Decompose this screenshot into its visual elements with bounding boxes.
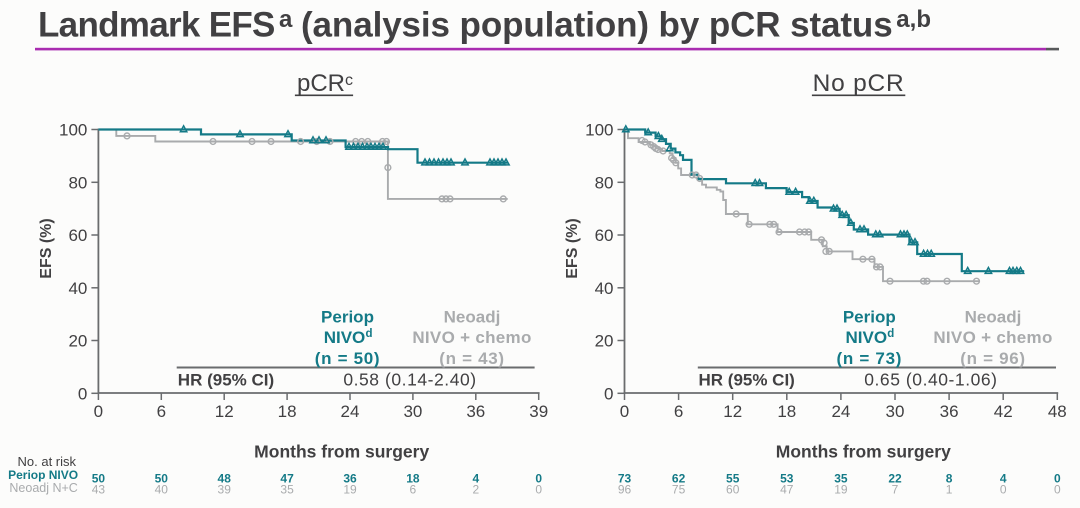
svg-text:47: 47: [280, 472, 294, 486]
svg-text:0.58 (0.14-2.40): 0.58 (0.14-2.40): [343, 370, 476, 390]
svg-text:24: 24: [831, 402, 850, 421]
svg-text:36: 36: [343, 472, 357, 486]
svg-text:pCR: pCR: [297, 70, 345, 97]
svg-text:NIVO: NIVO: [846, 328, 888, 347]
svg-text:NIVO + chemo: NIVO + chemo: [412, 328, 531, 347]
svg-text:30: 30: [403, 402, 422, 421]
svg-text:0: 0: [535, 483, 542, 497]
svg-text:47: 47: [780, 483, 794, 497]
svg-text:36: 36: [466, 402, 485, 421]
svg-text:0: 0: [1054, 472, 1061, 486]
svg-text:6: 6: [674, 402, 683, 421]
svg-text:EFS (%): EFS (%): [38, 218, 55, 278]
svg-text:53: 53: [780, 472, 794, 486]
svg-text:100: 100: [59, 121, 87, 140]
svg-text:No. at risk: No. at risk: [18, 454, 77, 469]
svg-text:60: 60: [595, 226, 614, 245]
svg-text:Periop: Periop: [321, 308, 374, 327]
svg-text:8: 8: [946, 472, 953, 486]
svg-text:50: 50: [92, 472, 106, 486]
svg-text:HR (95% CI): HR (95% CI): [178, 371, 274, 390]
svg-text:42: 42: [994, 402, 1013, 421]
svg-text:0.65 (0.40-1.06): 0.65 (0.40-1.06): [864, 370, 997, 390]
svg-text:Months from surgery: Months from surgery: [776, 442, 951, 462]
svg-text:(n = 73): (n = 73): [837, 349, 903, 368]
svg-text:Months from surgery: Months from surgery: [254, 442, 429, 462]
svg-text:6: 6: [410, 483, 417, 497]
svg-text:12: 12: [215, 402, 234, 421]
svg-text:d: d: [366, 328, 373, 340]
svg-text:18: 18: [406, 472, 420, 486]
svg-text:62: 62: [672, 472, 686, 486]
svg-text:0: 0: [620, 402, 629, 421]
svg-text:Landmark EFS: Landmark EFS: [38, 5, 275, 44]
svg-text:Neoadj N+C: Neoadj N+C: [9, 481, 77, 495]
svg-text:EFS (%): EFS (%): [564, 218, 581, 278]
svg-text:22: 22: [888, 472, 902, 486]
svg-text:39: 39: [529, 402, 548, 421]
svg-text:Neoadj: Neoadj: [444, 308, 501, 327]
svg-text:NIVO: NIVO: [324, 328, 366, 347]
svg-text:20: 20: [68, 332, 87, 351]
svg-text:1: 1: [946, 483, 953, 497]
svg-text:19: 19: [834, 483, 848, 497]
svg-text:75: 75: [672, 483, 686, 497]
svg-text:7: 7: [892, 483, 899, 497]
svg-text:(n = 50): (n = 50): [315, 349, 381, 368]
svg-text:(n = 96): (n = 96): [960, 349, 1026, 368]
svg-text:20: 20: [595, 332, 614, 351]
svg-text:39: 39: [218, 483, 232, 497]
svg-text:Periop NIVO: Periop NIVO: [8, 468, 78, 482]
svg-text:18: 18: [278, 402, 297, 421]
svg-text:35: 35: [280, 483, 294, 497]
svg-text:60: 60: [726, 483, 740, 497]
svg-text:36: 36: [940, 402, 959, 421]
svg-text:a,b: a,b: [896, 6, 931, 33]
svg-text:NIVO + chemo: NIVO + chemo: [933, 328, 1052, 347]
svg-text:a: a: [279, 6, 293, 33]
svg-text:18: 18: [777, 402, 796, 421]
svg-text:4: 4: [1000, 472, 1007, 486]
svg-text:80: 80: [68, 173, 87, 192]
svg-text:19: 19: [343, 483, 357, 497]
svg-text:HR (95% CI): HR (95% CI): [699, 371, 795, 390]
svg-text:43: 43: [92, 483, 106, 497]
svg-text:100: 100: [585, 121, 613, 140]
svg-text:48: 48: [218, 472, 232, 486]
svg-text:73: 73: [618, 472, 632, 486]
svg-text:24: 24: [341, 402, 360, 421]
svg-text:35: 35: [834, 472, 848, 486]
svg-text:80: 80: [595, 173, 614, 192]
svg-text:12: 12: [723, 402, 742, 421]
svg-text:d: d: [887, 328, 894, 340]
svg-text:Periop: Periop: [843, 308, 896, 327]
svg-text:60: 60: [68, 226, 87, 245]
svg-text:0: 0: [94, 402, 103, 421]
svg-text:4: 4: [472, 472, 479, 486]
svg-text:0: 0: [604, 384, 613, 403]
svg-text:No pCR: No pCR: [813, 70, 905, 97]
svg-text:40: 40: [595, 279, 614, 298]
svg-text:(n = 43): (n = 43): [439, 349, 505, 368]
svg-text:0: 0: [535, 472, 542, 486]
svg-text:96: 96: [618, 483, 632, 497]
svg-text:Neoadj: Neoadj: [965, 308, 1022, 327]
svg-text:30: 30: [886, 402, 905, 421]
svg-text:55: 55: [726, 472, 740, 486]
svg-text:c: c: [345, 72, 353, 89]
svg-text:40: 40: [68, 279, 87, 298]
svg-text:6: 6: [157, 402, 166, 421]
svg-text:0: 0: [1054, 483, 1061, 497]
svg-text:48: 48: [1048, 402, 1067, 421]
svg-text:40: 40: [155, 483, 169, 497]
svg-text:0: 0: [1000, 483, 1007, 497]
svg-text:50: 50: [155, 472, 169, 486]
svg-text:0: 0: [78, 384, 87, 403]
svg-text:2: 2: [472, 483, 479, 497]
svg-text:(analysis population) by pCR s: (analysis population) by pCR status: [301, 5, 893, 44]
